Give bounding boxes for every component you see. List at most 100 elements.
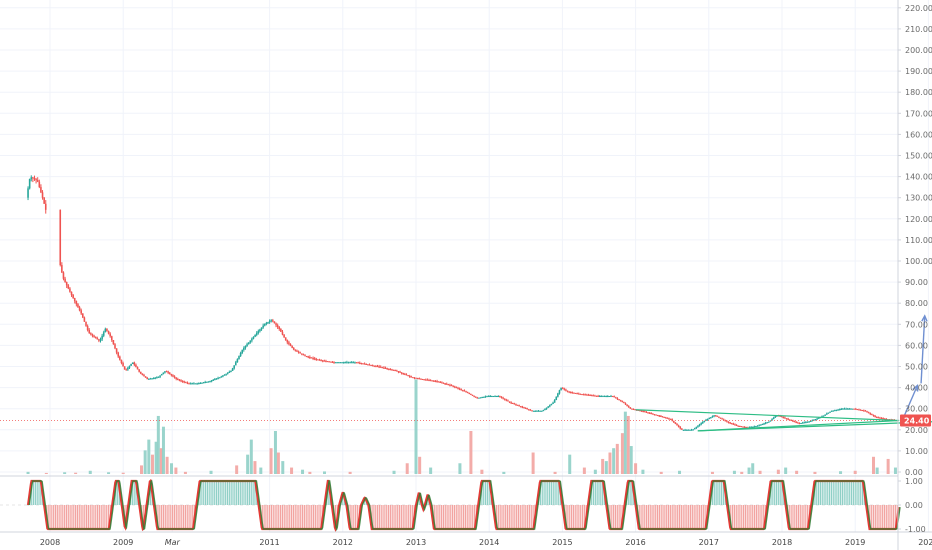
oscillator-bar <box>263 505 265 529</box>
oscillator-tick-label: 0.00 <box>905 501 923 510</box>
oscillator-bar <box>730 505 732 529</box>
volume-bar <box>469 431 473 474</box>
projection-arrow-1 <box>902 384 919 420</box>
oscillator-bar <box>721 481 723 505</box>
price-candle <box>30 177 33 180</box>
price-candle <box>201 382 203 384</box>
oscillator-bar <box>411 505 413 529</box>
oscillator-bar <box>225 481 227 505</box>
oscillator-bar <box>473 505 476 529</box>
oscillator-bar <box>60 505 62 529</box>
volume-bar <box>740 471 744 474</box>
price-candle <box>85 321 87 326</box>
volume-bar <box>159 448 163 474</box>
oscillator-bar <box>54 505 57 529</box>
price-candle <box>452 385 454 387</box>
price-candle <box>44 203 47 210</box>
oscillator-bar <box>217 481 219 505</box>
volume-bar <box>74 472 78 474</box>
oscillator-bar <box>287 505 289 529</box>
price-candle <box>489 396 492 398</box>
price-candle <box>445 383 448 385</box>
price-candle <box>431 380 434 382</box>
price-candle <box>792 420 794 422</box>
oscillator-bar <box>71 505 73 529</box>
oscillator-bar <box>717 481 719 505</box>
oscillator-bar <box>228 481 230 505</box>
price-candle <box>534 410 537 412</box>
price-candle <box>724 420 727 422</box>
price-candle <box>222 375 224 377</box>
oscillator-bar <box>230 481 232 505</box>
price-candle <box>759 424 762 426</box>
price-candle <box>342 362 345 364</box>
price-candle <box>80 310 82 314</box>
price-candle <box>230 370 232 372</box>
price-candle <box>43 197 45 204</box>
oscillator-bar <box>558 481 560 505</box>
oscillator-bar <box>281 505 284 529</box>
price-candle <box>177 378 179 380</box>
price-candle <box>338 362 340 364</box>
price-candle <box>782 416 785 418</box>
oscillator-bar <box>378 505 380 529</box>
oscillator-bar <box>73 505 75 529</box>
price-candle <box>515 404 517 406</box>
volume-bar <box>641 469 645 474</box>
oscillator-bar <box>775 481 778 505</box>
price-candle <box>627 405 630 408</box>
price-candle <box>101 335 103 340</box>
volume-bar <box>875 467 879 474</box>
oscillator-bar <box>168 505 170 529</box>
price-candle <box>305 356 308 358</box>
price-candle <box>830 410 833 412</box>
oscillator-bar <box>629 481 631 505</box>
volume-bar <box>620 433 624 474</box>
volume-bar <box>429 467 433 474</box>
price-candle <box>780 416 783 418</box>
price-tick-label: 110.00 <box>905 236 932 245</box>
oscillator-bar <box>541 481 543 505</box>
price-candle <box>93 335 95 337</box>
price-candle <box>772 417 775 420</box>
price-candle <box>357 362 359 364</box>
price-candle <box>801 422 804 424</box>
price-candle <box>677 425 680 427</box>
volume-bar <box>553 471 557 474</box>
price-candle <box>447 384 450 386</box>
oscillator-bar <box>395 505 397 529</box>
price-candle <box>668 418 670 420</box>
oscillator-bar <box>107 505 110 529</box>
price-candle <box>732 423 735 425</box>
oscillator-bar <box>731 505 734 529</box>
price-candle <box>40 187 42 193</box>
arrow-shaft <box>920 315 926 384</box>
oscillator-bar <box>667 505 670 529</box>
price-candle <box>822 415 825 417</box>
price-candle <box>234 362 237 366</box>
oscillator-bar <box>715 481 717 505</box>
price-candle <box>771 419 773 421</box>
oscillator-bar <box>713 481 715 505</box>
oscillator-bar <box>759 505 761 529</box>
time-tick-label: 2018 <box>772 538 792 547</box>
oscillator-bar <box>777 481 779 505</box>
oscillator-bar <box>186 505 188 529</box>
time-tick-label: 2012 <box>333 538 353 547</box>
volume-bar <box>253 461 257 474</box>
oscillator-bar <box>150 481 152 505</box>
price-candle <box>131 362 134 364</box>
price-candle <box>83 317 86 322</box>
price-candle <box>645 411 648 413</box>
price-candle <box>864 410 867 412</box>
oscillator-bar <box>486 481 488 505</box>
grid-lines <box>0 0 929 532</box>
oscillator-bar <box>376 505 379 529</box>
price-candle <box>109 333 111 337</box>
oscillator-bar <box>656 505 659 529</box>
price-candle <box>603 396 606 398</box>
price-candle <box>352 362 355 364</box>
price-candle <box>684 429 686 431</box>
price-tick-label: 140.00 <box>905 173 932 182</box>
